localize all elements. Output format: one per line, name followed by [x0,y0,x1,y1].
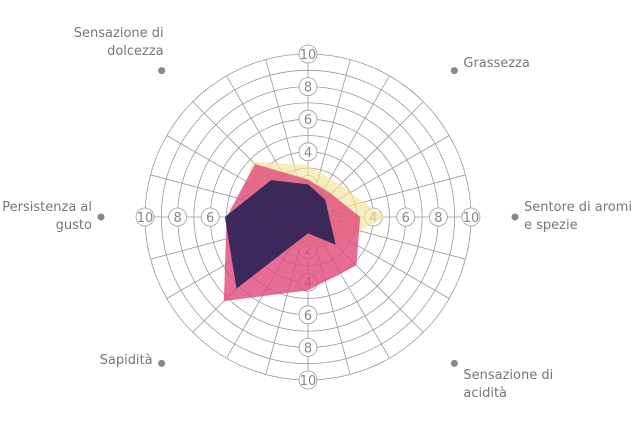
tick-label: 6 [402,211,410,226]
category-dot [97,213,105,221]
tick-badge [200,207,220,227]
tick-label: 10 [300,374,317,389]
tick-label: 8 [173,211,181,226]
category-dot [511,213,519,221]
tick-badge [168,207,188,227]
tick-badge [298,370,318,390]
tick-badge [298,109,318,129]
tick-badge [396,207,416,227]
tick-label: 10 [137,211,154,226]
tick-badge [298,337,318,357]
category-dot [158,359,166,367]
category-dot [158,67,166,75]
tick-label: 6 [304,309,312,324]
category-label: Sensazione di acidità [463,368,554,402]
category-label: Sensazione di dolcezza [73,25,164,59]
tick-badge [298,305,318,325]
tick-badge [298,44,318,64]
tick-badge [461,207,481,227]
category-dot [450,67,458,75]
category-label: Persistenza al gusto [2,200,92,233]
series-area [224,180,336,289]
tick-label: 6 [304,113,312,128]
tick-label: 4 [304,146,312,161]
tick-badge [298,142,318,162]
tick-label: 8 [304,81,312,96]
category-label: Sentore di aromi e spezie [524,200,632,233]
category-label: Sapidità [99,353,153,369]
tick-badge [298,77,318,96]
category-label: Grassezza [463,55,530,71]
category-dot [450,359,458,367]
tick-badge [428,207,448,227]
tick-badge [135,207,155,227]
tick-label: 10 [300,48,317,63]
tick-label: 6 [206,211,214,226]
tick-label: 8 [434,211,442,226]
tick-label: 10 [463,211,480,226]
tick-label: 8 [304,341,312,356]
